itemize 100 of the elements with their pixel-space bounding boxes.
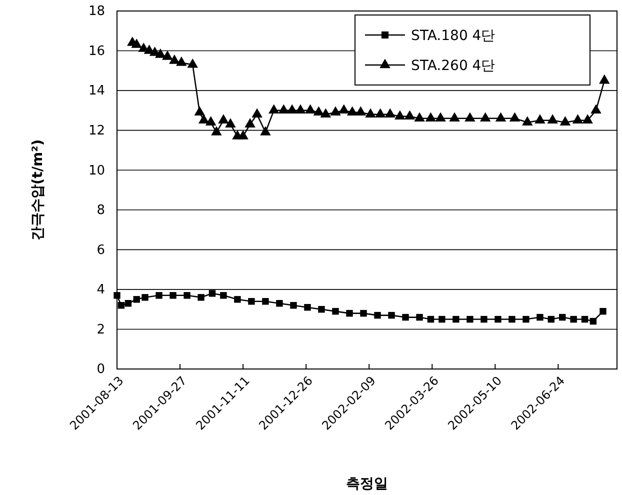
point xyxy=(394,110,406,120)
point xyxy=(480,112,491,122)
point xyxy=(295,104,306,114)
point xyxy=(118,302,125,309)
point xyxy=(416,314,423,321)
point xyxy=(194,106,206,116)
point xyxy=(425,112,436,122)
point xyxy=(332,308,339,315)
point xyxy=(384,108,396,118)
point xyxy=(559,314,566,321)
point xyxy=(534,114,546,124)
point xyxy=(278,104,290,114)
point xyxy=(262,298,269,305)
point xyxy=(374,108,386,118)
legend-label: STA.180 4단 xyxy=(411,28,496,44)
point xyxy=(346,310,353,317)
point xyxy=(494,316,502,323)
point xyxy=(570,316,577,323)
point xyxy=(184,292,190,299)
point xyxy=(338,104,350,114)
point xyxy=(414,112,425,122)
point xyxy=(304,104,316,114)
legend-label: STA.260 4단 xyxy=(411,58,496,74)
point xyxy=(234,296,241,303)
x-axis-title: 측정일 xyxy=(346,476,388,492)
point xyxy=(388,312,395,319)
y-tick-label: 6 xyxy=(96,242,105,258)
y-tick-label: 2 xyxy=(96,322,105,338)
point xyxy=(162,50,173,60)
point xyxy=(547,114,558,124)
point xyxy=(495,112,506,122)
point xyxy=(133,296,140,303)
point xyxy=(355,106,366,116)
y-tick-label: 18 xyxy=(88,4,105,20)
y-axis-title: 간극수압(t/m²) xyxy=(30,139,46,241)
point xyxy=(252,108,262,118)
point xyxy=(155,48,166,58)
point xyxy=(268,104,280,114)
point xyxy=(374,312,381,319)
point xyxy=(320,108,332,118)
point xyxy=(452,316,460,323)
point xyxy=(318,306,325,313)
point xyxy=(360,310,367,317)
point xyxy=(208,290,216,297)
point xyxy=(599,74,610,84)
point xyxy=(480,316,488,323)
point xyxy=(187,58,198,68)
point xyxy=(260,126,271,136)
point xyxy=(404,110,416,120)
point xyxy=(238,130,248,140)
point xyxy=(522,316,530,323)
point xyxy=(205,116,216,126)
point xyxy=(198,114,210,124)
point xyxy=(124,300,132,307)
point xyxy=(572,114,584,124)
y-tick-label: 14 xyxy=(88,84,105,99)
point xyxy=(435,112,446,122)
point xyxy=(449,112,460,122)
point xyxy=(170,292,176,299)
point xyxy=(290,302,297,309)
y-tick-label: 8 xyxy=(96,203,105,218)
point xyxy=(176,56,187,66)
point xyxy=(248,298,255,305)
point xyxy=(427,316,434,323)
point xyxy=(225,118,236,128)
point xyxy=(600,308,606,315)
point xyxy=(131,38,142,48)
point xyxy=(464,112,476,122)
y-tick-label: 10 xyxy=(88,163,105,178)
point xyxy=(466,316,474,323)
point xyxy=(365,108,376,118)
point xyxy=(590,104,602,114)
point xyxy=(142,294,148,301)
point xyxy=(522,116,533,126)
point xyxy=(220,292,227,299)
y-tick-label: 4 xyxy=(96,282,105,298)
point xyxy=(218,114,229,124)
point xyxy=(438,316,446,323)
point xyxy=(156,292,162,299)
point xyxy=(346,106,358,116)
y-tick-label: 0 xyxy=(96,362,105,378)
point xyxy=(590,318,597,325)
point xyxy=(508,316,516,323)
point xyxy=(536,314,544,321)
point xyxy=(548,316,555,323)
point xyxy=(198,294,204,301)
point xyxy=(286,104,298,114)
point xyxy=(509,112,520,122)
point xyxy=(304,304,311,311)
point xyxy=(276,300,283,307)
point xyxy=(330,106,341,116)
point xyxy=(581,316,588,323)
point xyxy=(582,114,593,124)
point xyxy=(169,54,180,64)
y-tick-label: 12 xyxy=(88,123,105,138)
point xyxy=(244,118,256,128)
point xyxy=(114,292,120,299)
point xyxy=(402,314,409,321)
point xyxy=(560,116,571,126)
point xyxy=(211,126,222,136)
